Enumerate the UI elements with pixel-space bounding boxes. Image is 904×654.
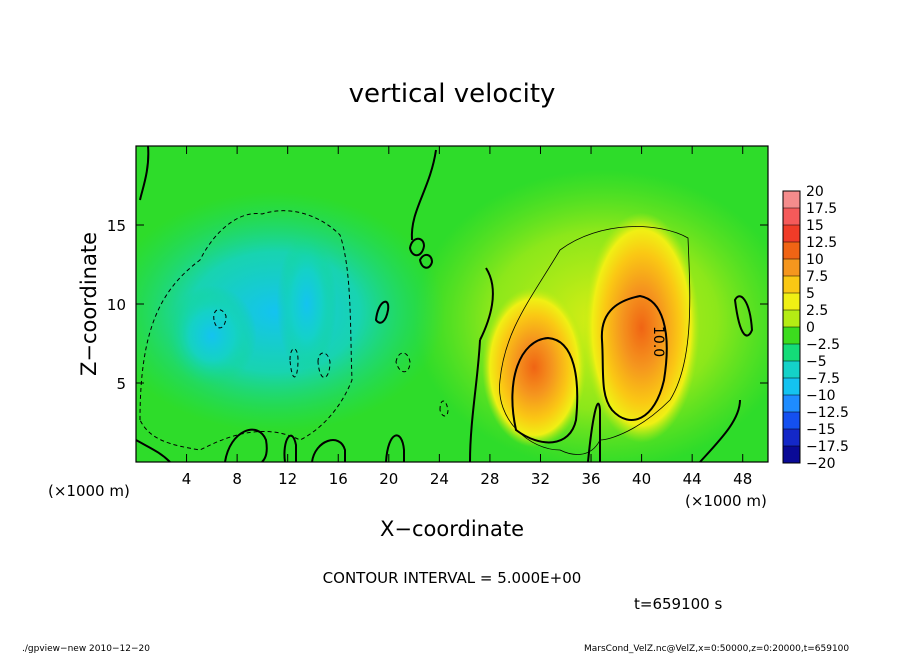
colorbar-swatch: [783, 344, 800, 362]
contour-interval-note: CONTOUR INTERVAL = 5.000E+00: [323, 569, 582, 587]
colorbar-label: 2.5: [806, 303, 828, 319]
colorbar-swatch: [783, 191, 800, 209]
colorbar-swatch: [783, 395, 800, 413]
x-tick-label: 48: [733, 470, 752, 488]
colorbar-label: −10: [806, 388, 836, 404]
contour-dashed-3: [439, 400, 449, 417]
x-unit-right: (×1000 m): [685, 492, 767, 510]
contour-line-7: [469, 339, 481, 462]
contour-line-8: [587, 402, 601, 462]
x-axis-label: X−coordinate: [380, 517, 524, 541]
x-tick-label: 16: [329, 470, 348, 488]
updraft-core-east: [583, 212, 700, 443]
x-tick-label: 36: [581, 470, 600, 488]
colorbar-label: −7.5: [806, 371, 840, 387]
colorbar-label: 12.5: [806, 235, 837, 251]
contour-line-15: [699, 399, 741, 462]
y-tick-label: 10: [107, 296, 126, 314]
x-axis-ticks: 4 8 12 16 20 24 28 32 36 40 44 48: [182, 146, 752, 488]
colorbar-label: −20: [806, 456, 836, 472]
contour-line-16: [733, 295, 754, 337]
x-tick-label: 12: [278, 470, 297, 488]
colorbar-swatch: [783, 361, 800, 379]
colorbar-swatch: [783, 378, 800, 396]
contour-line-6: [385, 434, 405, 462]
x-tick-label: 24: [430, 470, 449, 488]
contour-dashed-5: [317, 352, 331, 378]
time-stamp: t=659100 s: [634, 595, 722, 613]
colorbar-swatch: [783, 310, 800, 328]
colorbar-swatch: [783, 208, 800, 226]
colorbar-swatch: [783, 446, 800, 464]
x-tick-label: 40: [632, 470, 651, 488]
contour-line-2: [136, 439, 171, 462]
x-tick-label: 44: [683, 470, 702, 488]
zero-contours: [136, 146, 754, 462]
colorbar-label: −17.5: [806, 439, 849, 455]
colorbar-swatch: [783, 429, 800, 447]
contour-line-5: [311, 439, 346, 462]
colorbar-swatch: [783, 242, 800, 260]
contour-thin-0: [499, 226, 691, 455]
colorbar-label: 7.5: [806, 269, 828, 285]
colorbar-label: 20: [806, 184, 824, 200]
contour-line-9: [408, 237, 426, 257]
colorbar-swatch: [783, 225, 800, 243]
colorbar-label: 5: [806, 286, 815, 302]
y-axis-label: Z−coordinate: [77, 232, 101, 376]
colorbar-label: −15: [806, 422, 836, 438]
footer-left: ./gpview−new 2010−12−20: [22, 644, 150, 654]
velocity-field: [136, 169, 768, 462]
colorbar-label: 10: [806, 252, 824, 268]
contour-dashed-1: [213, 309, 227, 329]
y-tick-label: 5: [116, 375, 126, 393]
contour-dashed-0: [139, 210, 353, 451]
contour-label: 10.0: [650, 326, 666, 357]
downdraft-core-east: [276, 234, 337, 374]
y-tick-label: 15: [107, 217, 126, 235]
colorbar-swatch: [783, 412, 800, 430]
x-unit-left: (×1000 m): [48, 482, 130, 500]
contour-line-13: [410, 149, 437, 241]
contour-line-0: [511, 336, 579, 444]
updraft-core-west: [482, 287, 587, 448]
colorbar-swatch: [783, 259, 800, 277]
colorbar-label: 15: [806, 218, 824, 234]
y-axis-ticks: 5 10 15: [107, 217, 768, 393]
colorbar-label: 17.5: [806, 201, 837, 217]
x-tick-label: 20: [379, 470, 398, 488]
plot-area: [136, 146, 768, 462]
colorbar-label: −5: [806, 354, 827, 370]
x-tick-label: 32: [531, 470, 550, 488]
contour-line-1: [600, 294, 668, 421]
colorbar-swatch: [783, 276, 800, 294]
contour-line-4: [283, 434, 297, 462]
colorbar-label: 0: [806, 320, 815, 336]
contour-line-12: [139, 146, 150, 201]
chart-title: vertical velocity: [349, 79, 556, 109]
footer-right: MarsCond_VelZ.nc@VelZ,x=0:50000,z=0:2000…: [584, 644, 849, 654]
contour-line-10: [418, 254, 434, 269]
x-tick-label: 28: [480, 470, 499, 488]
x-tick-label: 8: [232, 470, 242, 488]
x-tick-label: 4: [182, 470, 192, 488]
colorbar-swatch: [783, 327, 800, 345]
contour-line-11: [374, 300, 390, 324]
colorbar: 2017.51512.5107.552.50−2.5−5−7.5−10−12.5…: [782, 184, 849, 472]
contour-line-14: [479, 267, 494, 341]
downdraft-core-west: [166, 285, 257, 386]
contour-dashed-4: [289, 348, 299, 378]
contour-dashed-2: [395, 352, 411, 373]
colorbar-swatch: [783, 293, 800, 311]
contour-line-3: [224, 428, 268, 462]
colorbar-label: −2.5: [806, 337, 840, 353]
colorbar-label: −12.5: [806, 405, 849, 421]
downdraft-region: [136, 191, 445, 432]
